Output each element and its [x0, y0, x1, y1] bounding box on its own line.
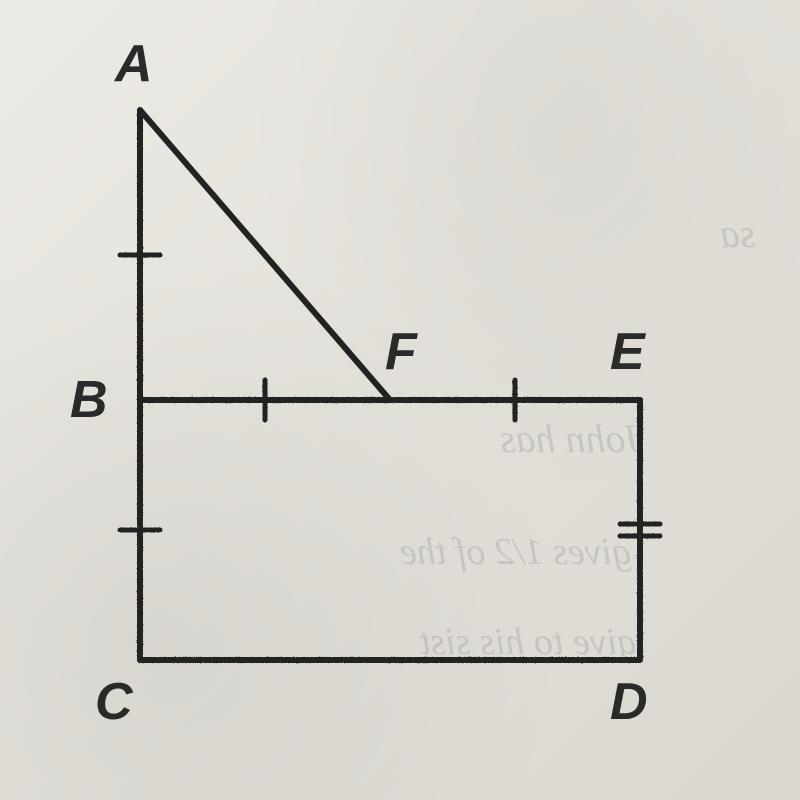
- vertex-label-B: B: [70, 370, 108, 430]
- vertex-label-D: D: [610, 672, 648, 732]
- vertex-label-A: A: [115, 34, 153, 94]
- vertex-label-F: F: [385, 322, 417, 382]
- figure-edges: [140, 110, 640, 660]
- vertex-label-E: E: [610, 322, 645, 382]
- edge-AF: [140, 110, 390, 400]
- vertex-label-C: C: [95, 672, 133, 732]
